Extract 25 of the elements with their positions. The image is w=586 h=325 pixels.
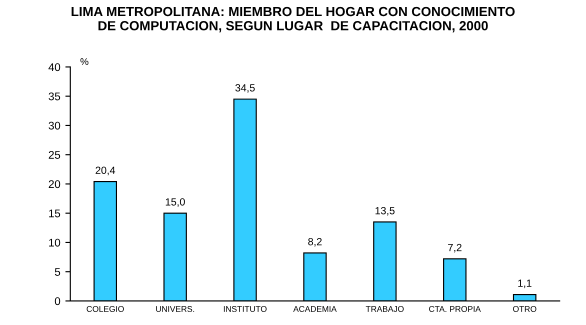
y-tick-label: 35	[48, 92, 60, 100]
y-axis-title: %	[80, 58, 88, 65]
x-tick-label: TRABAJO	[366, 306, 404, 312]
data-label: 1,1	[518, 280, 532, 288]
x-tick-label: UNIVERS.	[156, 306, 194, 312]
y-tick-label: 5	[54, 268, 60, 276]
y-tick-label: 40	[48, 63, 60, 72]
x-tick-label: INSTITUTO	[224, 306, 267, 312]
x-tick-label: ACADEMIA	[293, 306, 337, 312]
y-tick-label: 0	[54, 297, 60, 306]
data-label: 7,2	[448, 244, 462, 252]
x-tick-label: OTRO	[513, 306, 536, 312]
data-label: 13,5	[376, 206, 395, 216]
y-tick-label: 20	[48, 180, 60, 188]
y-tick-label: 30	[48, 122, 60, 130]
chart-title: LIMA METROPOLITANA: MIEMBRO DEL HOGAR CON CONOCIMIENTO DE COMPUTACION, SEGUN LUGAR DE CAPACITACION, 2000	[72, 6, 515, 32]
x-tick-label: CTA. PROPIA	[429, 306, 481, 312]
x-tick-label: COLEGIO	[86, 306, 124, 312]
y-tick-label: 10	[49, 238, 60, 247]
data-label: 8,2	[308, 238, 322, 247]
y-tick-label: 25	[48, 150, 60, 159]
data-label: 20,4	[96, 166, 116, 176]
y-tick-label: 15	[49, 210, 60, 218]
data-label: 15,0	[166, 198, 185, 207]
data-label: 34,5	[235, 84, 255, 93]
